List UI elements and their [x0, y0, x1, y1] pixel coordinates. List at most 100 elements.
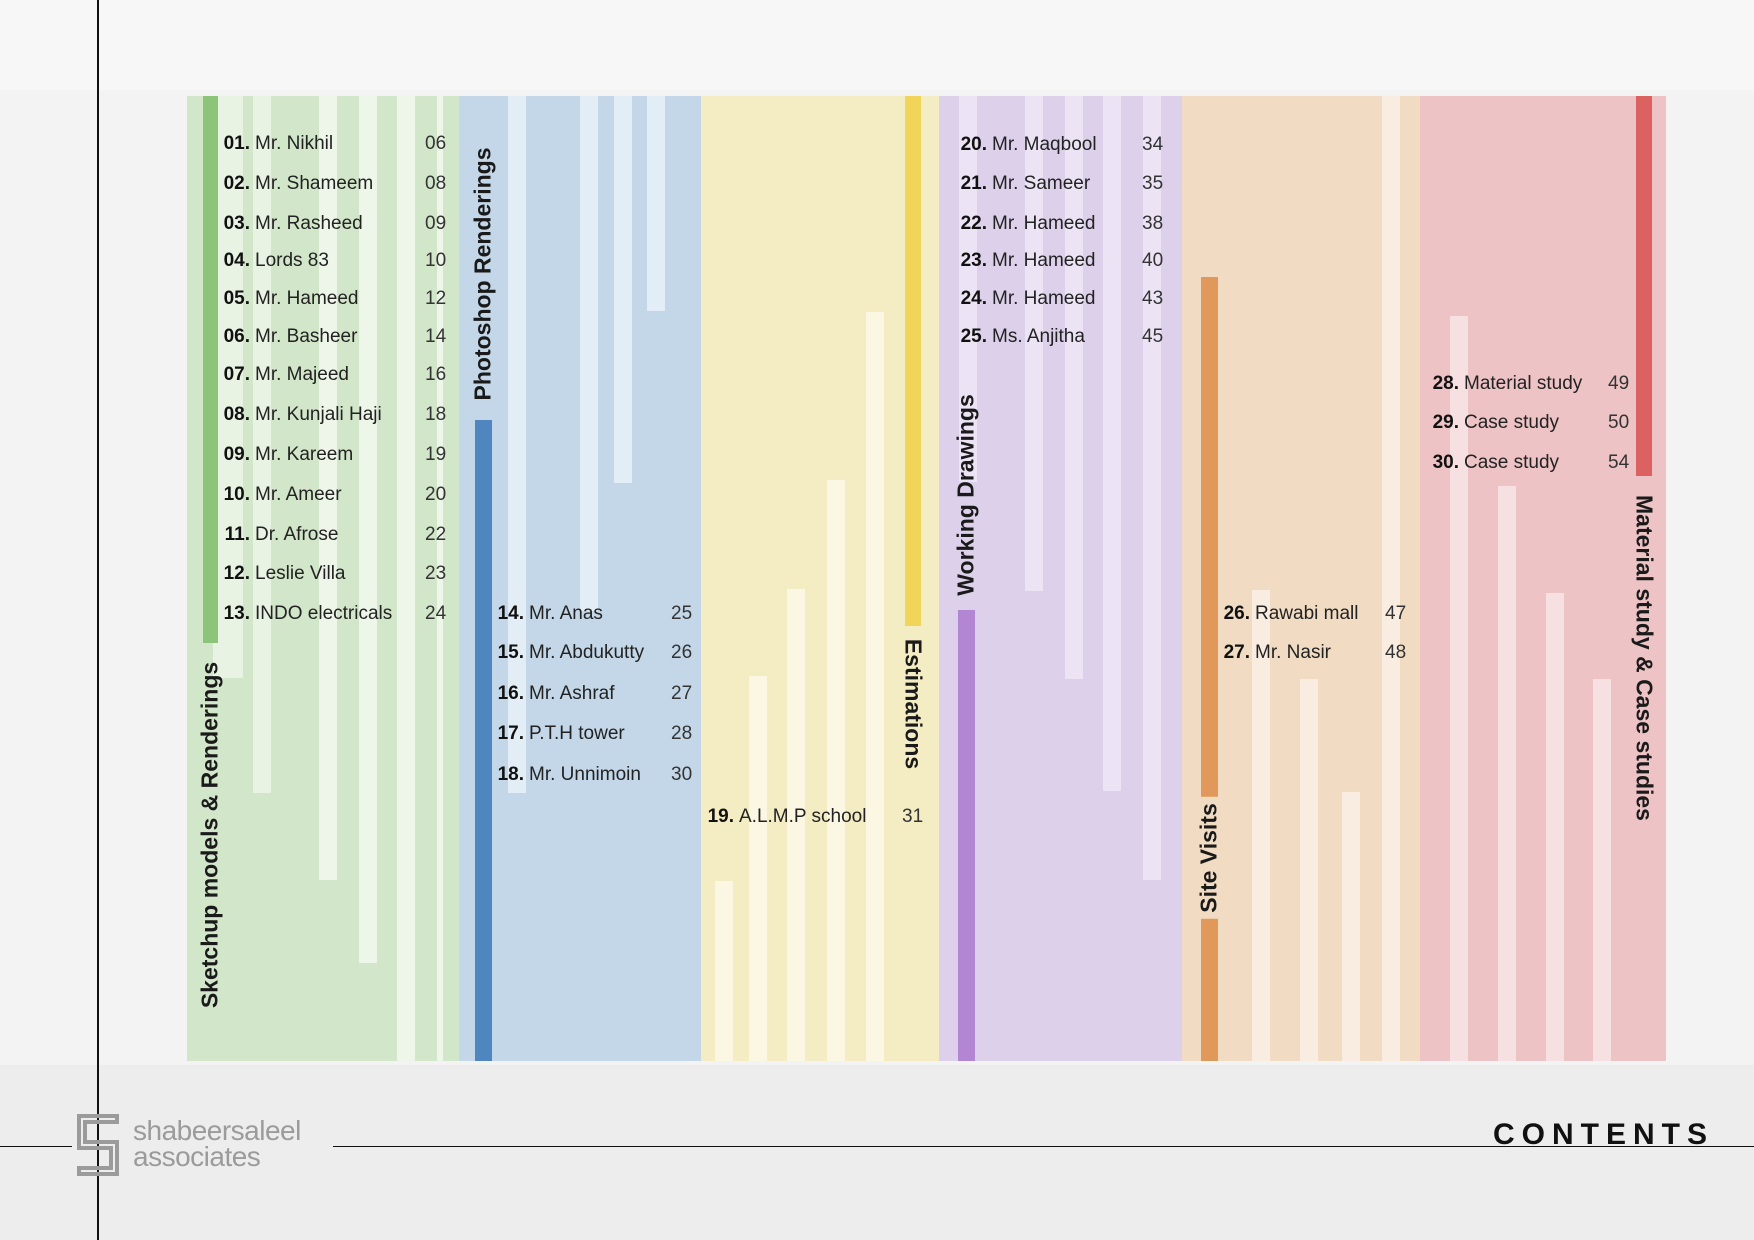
entry-number: 15.: [497, 642, 524, 663]
toc-entry[interactable]: 29. Case study 50: [1424, 410, 1630, 436]
toc-entry[interactable]: 02. Mr. Shameem 08: [212, 171, 447, 197]
entry-page: 40: [1142, 250, 1164, 271]
entry-title: Mr. Hameed: [255, 288, 359, 309]
entry-title: Mr. Abdukutty: [529, 642, 645, 663]
toc-entry[interactable]: 03. Mr. Rasheed 09: [212, 211, 447, 237]
entry-title: P.T.H tower: [529, 723, 625, 744]
band-stripe: [959, 96, 977, 482]
entry-title: Mr. Kunjali Haji: [255, 404, 382, 425]
band-stripe: [827, 480, 845, 1061]
entry-title: Mr. Sameer: [992, 173, 1091, 194]
estimations-accent-bar: [905, 96, 921, 626]
entry-title: Mr. Majeed: [255, 364, 349, 385]
entry-number: 28.: [1432, 373, 1459, 394]
entry-title: Case study: [1464, 412, 1560, 433]
band-stripe: [580, 96, 598, 611]
entry-number: 05.: [223, 288, 250, 309]
toc-entry[interactable]: 30. Case study 54: [1424, 450, 1630, 476]
entry-page: 38: [1142, 213, 1164, 234]
entry-title: Mr. Hameed: [992, 250, 1096, 271]
section-label-working-drawings: Working Drawings: [952, 394, 979, 596]
band-stripe: [749, 676, 767, 1061]
toc-entry[interactable]: 07. Mr. Majeed 16: [212, 362, 447, 388]
band-stripe: [1065, 96, 1083, 679]
entry-page: 54: [1608, 452, 1630, 473]
toc-entry[interactable]: 01. Mr. Nikhil 06: [212, 131, 447, 157]
footer-rule-right: [333, 1146, 1754, 1147]
footer-rule-left: [0, 1146, 72, 1147]
toc-entry[interactable]: 06. Mr. Basheer 14: [212, 324, 447, 350]
toc-entry[interactable]: 27. Mr. Nasir 48: [1218, 640, 1407, 666]
band-stripe: [866, 312, 884, 1061]
entry-title: Leslie Villa: [255, 563, 346, 584]
toc-entry[interactable]: 05. Mr. Hameed 12: [212, 286, 447, 312]
brand-line-2: associates: [133, 1141, 261, 1172]
section-label-photoshop: Photoshop Renderings: [469, 147, 496, 401]
section-label-site-visits: Site Visits: [1195, 797, 1223, 919]
entry-page: 47: [1385, 603, 1407, 624]
band-stripe: [359, 96, 377, 963]
toc-entry[interactable]: 25. Ms. Anjitha 45: [950, 324, 1164, 350]
entry-title: Mr. Basheer: [255, 326, 358, 347]
band-estimations: [701, 96, 939, 1061]
toc-entry[interactable]: 16. Mr. Ashraf 27: [490, 681, 693, 707]
toc-entry[interactable]: 18. Mr. Unnimoin 30: [490, 762, 693, 788]
band-stripe: [1025, 96, 1043, 591]
entry-page: 22: [425, 524, 447, 545]
toc-entry[interactable]: 04. Lords 83 10: [212, 248, 447, 274]
toc-entry[interactable]: 15. Mr. Abdukutty 26: [490, 640, 693, 666]
toc-entry[interactable]: 21. Mr. Sameer 35: [950, 171, 1164, 197]
entry-page: 20: [425, 484, 447, 505]
band-stripe: [787, 589, 805, 1061]
toc-entry[interactable]: 14. Mr. Anas 25: [490, 601, 693, 627]
entry-page: 28: [671, 723, 693, 744]
entry-number: 01.: [223, 133, 250, 154]
entry-number: 24.: [960, 288, 987, 309]
entry-title: Mr. Anas: [529, 603, 603, 624]
toc-entry[interactable]: 26. Rawabi mall 47: [1218, 601, 1407, 627]
toc-entry[interactable]: 20. Mr. Maqbool 34: [950, 132, 1164, 158]
page-title: CONTENTS: [1493, 1118, 1714, 1151]
band-stripe: [1103, 96, 1121, 791]
entry-number: 09.: [223, 444, 250, 465]
entry-number: 08.: [223, 404, 250, 425]
toc-entry[interactable]: 19. A.L.M.P school 31: [704, 804, 924, 830]
entry-page: 45: [1142, 326, 1164, 347]
entry-number: 16.: [497, 683, 524, 704]
toc-entry[interactable]: 08. Mr. Kunjali Haji 18: [212, 402, 447, 428]
entry-title: Mr. Rasheed: [255, 213, 363, 234]
entry-page: 12: [425, 288, 447, 309]
entry-title: Material study: [1464, 373, 1583, 394]
entry-title: Mr. Kareem: [255, 444, 354, 465]
entry-number: 04.: [223, 250, 250, 271]
band-material-study: [1420, 96, 1666, 1061]
entry-number: 30.: [1432, 452, 1459, 473]
entry-page: 16: [425, 364, 447, 385]
entry-page: 35: [1142, 173, 1164, 194]
toc-entry[interactable]: 28. Material study 49: [1424, 371, 1630, 397]
entry-page: 24: [425, 603, 447, 624]
toc-entry[interactable]: 22. Mr. Hameed 38: [950, 211, 1164, 237]
band-stripe: [1382, 96, 1400, 1061]
entry-title: A.L.M.P school: [739, 806, 867, 827]
toc-entry[interactable]: 24. Mr. Hameed 43: [950, 286, 1164, 312]
toc-entry[interactable]: 17. P.T.H tower 28: [490, 721, 693, 747]
toc-entry[interactable]: 13. INDO electricals 24: [212, 601, 447, 627]
photoshop-accent-bar: [475, 420, 492, 1061]
band-stripe: [508, 96, 526, 793]
band-stripe: [319, 96, 337, 880]
entry-number: 19.: [707, 806, 734, 827]
entry-title: Dr. Afrose: [255, 524, 339, 545]
entry-page: 34: [1142, 134, 1164, 155]
toc-entry[interactable]: 09. Mr. Kareem 19: [212, 442, 447, 468]
band-working-drawings: [939, 96, 1182, 1061]
background-shard: [0, 1065, 1754, 1240]
entry-title: Mr. Shameem: [255, 173, 374, 194]
toc-entry[interactable]: 10. Mr. Ameer 20: [212, 482, 447, 508]
entry-title: Mr. Maqbool: [992, 134, 1097, 155]
entry-page: 18: [425, 404, 447, 425]
band-stripe: [213, 96, 243, 678]
toc-entry[interactable]: 23. Mr. Hameed 40: [950, 248, 1164, 274]
toc-entry[interactable]: 11. Dr. Afrose 22: [212, 522, 447, 548]
toc-entry[interactable]: 12. Leslie Villa 23: [212, 561, 447, 587]
